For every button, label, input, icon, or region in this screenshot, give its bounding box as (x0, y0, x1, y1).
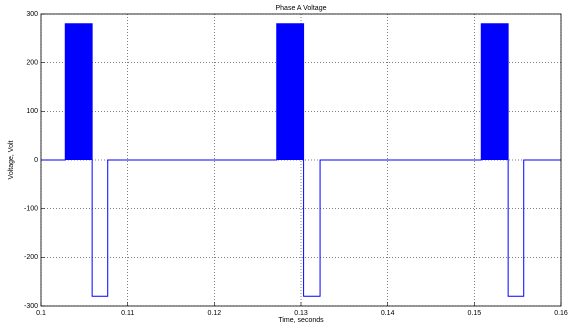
x-tick-label: 0.16 (554, 310, 568, 317)
x-tick-label: 0.11 (121, 310, 134, 317)
y-tick-label: -200 (24, 254, 38, 261)
x-axis-label: Time, seconds (278, 317, 324, 324)
x-tick-label: 0.1 (36, 310, 46, 317)
x-tick-label: 0.12 (208, 310, 222, 317)
y-tick-label: 300 (26, 11, 38, 18)
y-tick-label: -300 (24, 303, 38, 310)
x-tick-label: 0.15 (468, 310, 482, 317)
y-tick-label: 0 (34, 157, 38, 164)
line (41, 23, 561, 297)
x-tick-label: 0.13 (294, 310, 308, 317)
y-tick-label: 100 (26, 108, 38, 115)
chart-title: Phase A Voltage (276, 5, 327, 12)
plot-frame (40, 13, 562, 307)
pulse-fill (41, 23, 561, 160)
y-tick-label: -100 (24, 206, 38, 213)
y-axis-label: Voltage, Volt (8, 140, 15, 179)
y-tick-label: 200 (26, 60, 38, 67)
x-tick-label: 0.14 (381, 310, 395, 317)
